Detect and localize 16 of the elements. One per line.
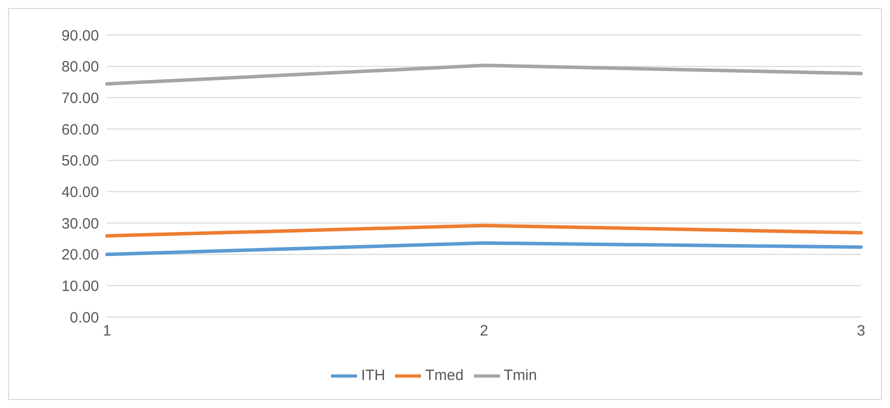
x-tick-label: 1 <box>102 322 112 340</box>
y-tick-label: 40.00 <box>61 184 99 201</box>
x-tick-label: 3 <box>856 322 866 340</box>
y-tick-label: 60.00 <box>61 121 99 138</box>
y-tick-label: 30.00 <box>61 215 99 232</box>
y-tick-label: 70.00 <box>61 90 99 107</box>
legend-label: Tmed <box>425 367 464 384</box>
y-tick-label: 20.00 <box>61 246 99 264</box>
y-tick-label: 0.00 <box>70 309 99 326</box>
y-tick-label: 90.00 <box>61 27 99 44</box>
y-tick-label: 10.00 <box>61 278 99 295</box>
x-tick-label: 2 <box>480 322 488 340</box>
legend-label: ITH <box>361 367 386 384</box>
y-tick-label: 50.00 <box>61 152 99 170</box>
y-tick-label: 80.00 <box>61 58 99 76</box>
legend-label: Tmin <box>504 367 537 384</box>
